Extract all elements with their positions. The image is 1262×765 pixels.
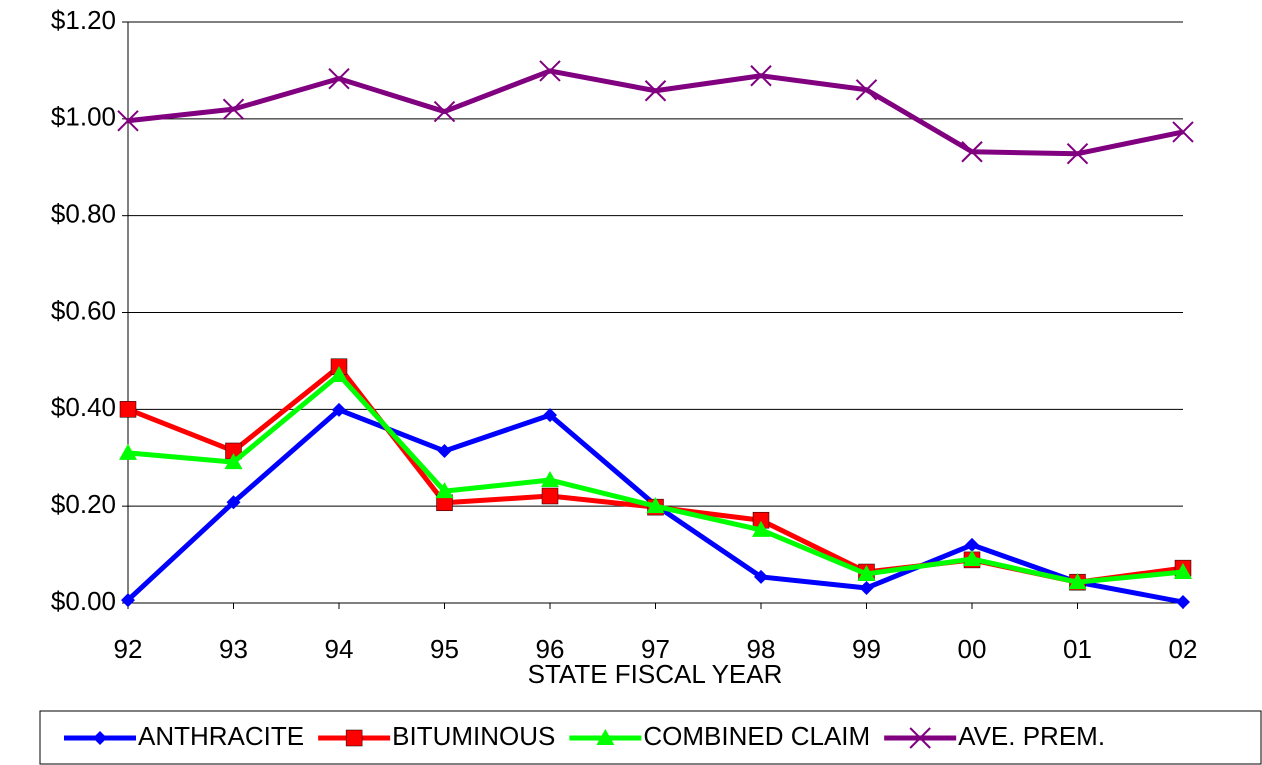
marker: [1176, 595, 1190, 610]
legend-item: ANTHRACITE: [64, 721, 304, 751]
marker: [644, 80, 667, 102]
x-axis-title: STATE FISCAL YEAR: [528, 659, 783, 689]
marker: [541, 487, 559, 505]
series-line: [127, 364, 1184, 585]
marker: [1174, 563, 1192, 580]
y-tick-label: $1.20: [51, 5, 116, 35]
marker: [330, 365, 348, 382]
marker: [1068, 573, 1087, 590]
marker: [754, 569, 768, 584]
marker: [752, 520, 770, 537]
marker: [1172, 121, 1194, 143]
legend-label: COMBINED CLAIM: [643, 721, 870, 751]
marker: [750, 65, 772, 87]
y-tick-label: $1.00: [51, 102, 116, 132]
x-tick-label: 93: [219, 634, 248, 664]
marker: [961, 141, 983, 163]
marker: [119, 401, 137, 418]
x-tick-label: 92: [114, 634, 143, 664]
marker: [909, 727, 931, 749]
legend-item: BITUMINOUS: [318, 721, 555, 751]
marker: [93, 731, 107, 745]
y-tick-label: $0.60: [51, 295, 116, 325]
y-tick-label: $0.20: [51, 489, 116, 519]
marker: [596, 729, 615, 745]
marker: [117, 110, 139, 132]
legend-label: BITUMINOUS: [392, 721, 555, 751]
legend-box: [39, 710, 1262, 765]
marker: [857, 564, 876, 581]
x-tick-label: 99: [852, 634, 881, 664]
marker: [1066, 142, 1089, 165]
x-tick-label: 00: [958, 634, 987, 664]
marker: [855, 79, 878, 101]
marker: [332, 402, 346, 417]
x-tick-label: 01: [1063, 634, 1092, 664]
marker: [859, 580, 874, 595]
marker: [963, 549, 981, 566]
x-tick-label: 97: [641, 634, 670, 664]
marker: [433, 100, 456, 123]
marker: [121, 593, 135, 608]
legend-item: COMBINED CLAIM: [569, 721, 870, 751]
marker: [224, 453, 243, 470]
legend-label: ANTHRACITE: [138, 721, 304, 751]
marker: [345, 729, 363, 747]
marker: [226, 495, 241, 510]
y-tick-label: $0.80: [51, 199, 116, 229]
legend-item: AVE. PREM.: [884, 721, 1105, 751]
x-tick-label: 02: [1169, 634, 1198, 664]
marker: [965, 537, 979, 552]
x-tick-label: 94: [325, 634, 354, 664]
marker: [539, 60, 561, 82]
x-tick-label: 95: [430, 634, 459, 664]
marker: [222, 98, 245, 120]
marker: [543, 408, 557, 423]
legend-label: AVE. PREM.: [958, 721, 1105, 751]
y-tick-label: $0.00: [51, 586, 116, 616]
y-tick-label: $0.40: [51, 392, 116, 422]
series-line: [127, 68, 1184, 157]
x-tick-label: 98: [747, 634, 776, 664]
marker: [646, 497, 665, 514]
marker: [119, 443, 137, 460]
marker: [328, 67, 350, 90]
x-tick-label: 96: [536, 634, 565, 664]
marker: [541, 471, 559, 488]
marker: [437, 443, 452, 458]
marker: [435, 482, 454, 499]
